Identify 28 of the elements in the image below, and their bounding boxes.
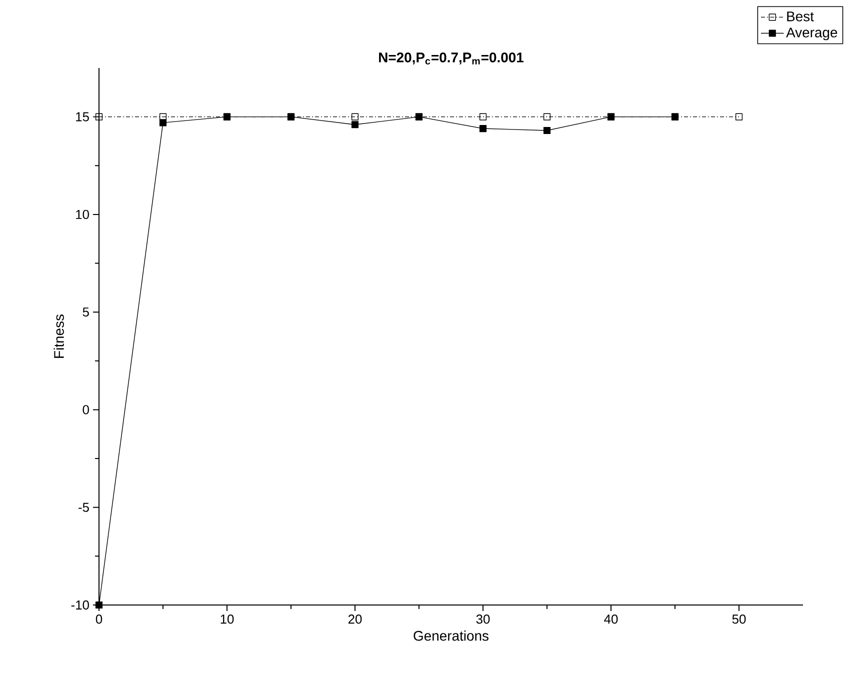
- y-tick-label: -10: [71, 600, 89, 610]
- y-tick-label: 15: [76, 112, 89, 122]
- point: [479, 113, 487, 120]
- y-tick-label: 0: [82, 405, 89, 414]
- point: [159, 113, 167, 120]
- x-axis-title: Generations: [414, 630, 488, 641]
- point: [543, 126, 551, 134]
- y-axis-title: Fitness: [54, 314, 64, 358]
- x-tick-label: 30: [476, 614, 490, 624]
- point: [95, 601, 103, 609]
- x-tick-label: 50: [732, 614, 746, 624]
- point: [95, 113, 103, 120]
- legend-label: Best: [787, 12, 814, 22]
- legend-label: Average: [786, 28, 838, 40]
- point: [735, 113, 743, 120]
- y-tick-label: 10: [76, 210, 89, 220]
- point: [351, 121, 359, 128]
- point: [479, 124, 487, 132]
- x-tick-label: 10: [220, 614, 234, 624]
- chart-title: N=20,P$_{c}$=0.7,P$_{m}$=0.001: [379, 52, 524, 64]
- x-tick-label: 20: [348, 614, 362, 624]
- point: [159, 119, 167, 126]
- point: [351, 113, 359, 120]
- point: [543, 113, 551, 120]
- x-tick-label: 40: [604, 614, 618, 624]
- x-tick-label: 0: [96, 614, 102, 624]
- y-tick-label: 5: [82, 308, 89, 317]
- y-tick-label: -5: [78, 502, 89, 512]
